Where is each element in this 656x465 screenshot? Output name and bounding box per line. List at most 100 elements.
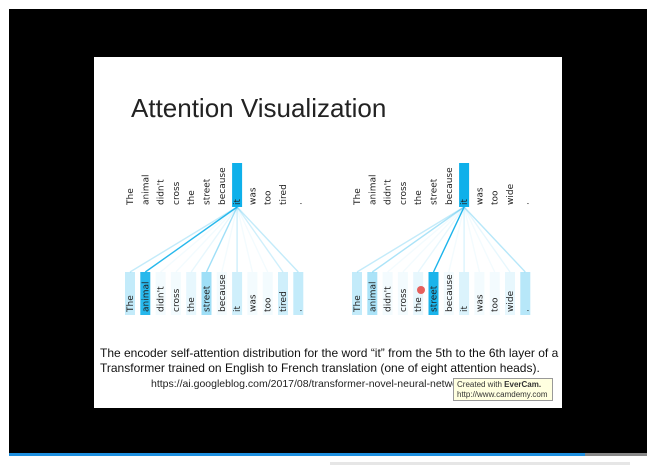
source-word: wide	[506, 183, 516, 205]
target-word: .	[521, 309, 531, 312]
target-word: it	[460, 305, 470, 312]
attention-cell	[489, 272, 500, 315]
target-word: didn't	[157, 286, 167, 312]
attention-line	[160, 206, 238, 273]
attention-line	[448, 206, 465, 273]
attention-line	[463, 206, 496, 273]
attention-line	[356, 206, 465, 273]
query-highlight	[232, 163, 243, 207]
attention-line	[236, 206, 269, 273]
attention-cell	[140, 272, 151, 315]
source-word: The	[126, 188, 136, 206]
cursor-marker	[417, 286, 425, 294]
target-word: cross	[399, 288, 409, 312]
progress-remaining[interactable]	[585, 453, 647, 456]
source-word: was	[475, 187, 485, 205]
attention-cell	[278, 272, 288, 315]
attention-cell	[474, 272, 485, 315]
source-word: street	[203, 178, 213, 205]
watermark-brand: EverCam.	[504, 380, 542, 389]
source-word: the	[414, 190, 424, 205]
source-word: .	[294, 202, 304, 205]
source-word: animal	[141, 174, 151, 205]
source-word: tired	[279, 184, 289, 205]
target-word: The	[126, 295, 136, 313]
watermark: Created with EverCam. http://www.camdemy…	[453, 378, 553, 401]
source-word: .	[521, 202, 531, 205]
target-word: animal	[368, 281, 378, 312]
attention-diagrams: The The animal animal didn't didn't cross cross…	[125, 163, 531, 315]
attention-line	[236, 206, 284, 273]
source-word: street	[430, 178, 440, 205]
attention-cell	[443, 272, 454, 315]
source-word: cross	[399, 181, 409, 205]
target-word: animal	[141, 281, 151, 312]
attention-line	[402, 206, 465, 273]
source-word: it	[233, 198, 243, 205]
caption-line: Transformer trained on English to French…	[100, 361, 540, 375]
attention-cell	[186, 272, 197, 315]
target-word: .	[294, 309, 304, 312]
attention-cell	[520, 272, 531, 315]
attention-line	[417, 206, 465, 273]
slide-title: Attention Visualization	[131, 93, 386, 123]
attention-cell	[216, 272, 227, 315]
source-word: was	[248, 187, 258, 205]
target-word: because	[218, 274, 228, 312]
target-word: was	[248, 294, 258, 312]
target-word: too	[491, 297, 501, 312]
attention-cell	[262, 272, 273, 315]
source-word: the	[187, 190, 197, 205]
target-word: tired	[279, 291, 289, 312]
source-word: cross	[172, 181, 182, 205]
attention-line	[144, 206, 238, 273]
attention-cell	[232, 272, 243, 315]
target-word: it	[233, 305, 243, 312]
attention-cell	[125, 272, 135, 315]
source-word: because	[218, 167, 228, 205]
target-word: street	[430, 285, 440, 312]
attention-line	[463, 206, 511, 273]
progress-bar[interactable]	[9, 453, 585, 456]
attention-line	[236, 206, 254, 273]
attention-line	[221, 206, 238, 273]
attention-line	[175, 206, 238, 273]
attention-cell	[397, 272, 408, 315]
target-word: street	[203, 285, 213, 312]
target-word: wide	[506, 290, 516, 312]
attention-line	[205, 206, 238, 273]
attention-cell	[155, 272, 166, 315]
attention-cell	[201, 272, 212, 315]
source-word: didn't	[157, 179, 167, 205]
attention-cell	[170, 272, 181, 315]
caption-line: The encoder self-attention distribution …	[100, 346, 559, 360]
target-word: the	[187, 297, 197, 312]
attention-cell	[367, 272, 378, 315]
attention-cell	[352, 272, 362, 315]
target-word: too	[264, 297, 274, 312]
source-word: The	[353, 188, 363, 206]
source-word: it	[460, 198, 470, 205]
attention-cell	[459, 272, 470, 315]
attention-line	[129, 206, 238, 273]
attention-cell	[247, 272, 258, 315]
source-word: didn't	[384, 179, 394, 205]
attention-cell	[382, 272, 393, 315]
source-word: because	[445, 167, 455, 205]
target-word: didn't	[384, 286, 394, 312]
attention-line	[190, 206, 238, 273]
source-url: https://ai.googleblog.com/2017/08/transf…	[151, 378, 490, 390]
target-word: The	[353, 295, 363, 313]
source-word: animal	[368, 174, 378, 205]
attention-line	[432, 206, 465, 273]
attention-cell	[428, 272, 439, 315]
attention-cell	[413, 272, 424, 315]
attention-line	[387, 206, 465, 273]
source-word: too	[264, 190, 274, 205]
attention-line	[371, 206, 465, 273]
attention-line	[236, 206, 299, 273]
target-word: cross	[172, 288, 182, 312]
target-word: was	[475, 294, 485, 312]
source-word: too	[491, 190, 501, 205]
